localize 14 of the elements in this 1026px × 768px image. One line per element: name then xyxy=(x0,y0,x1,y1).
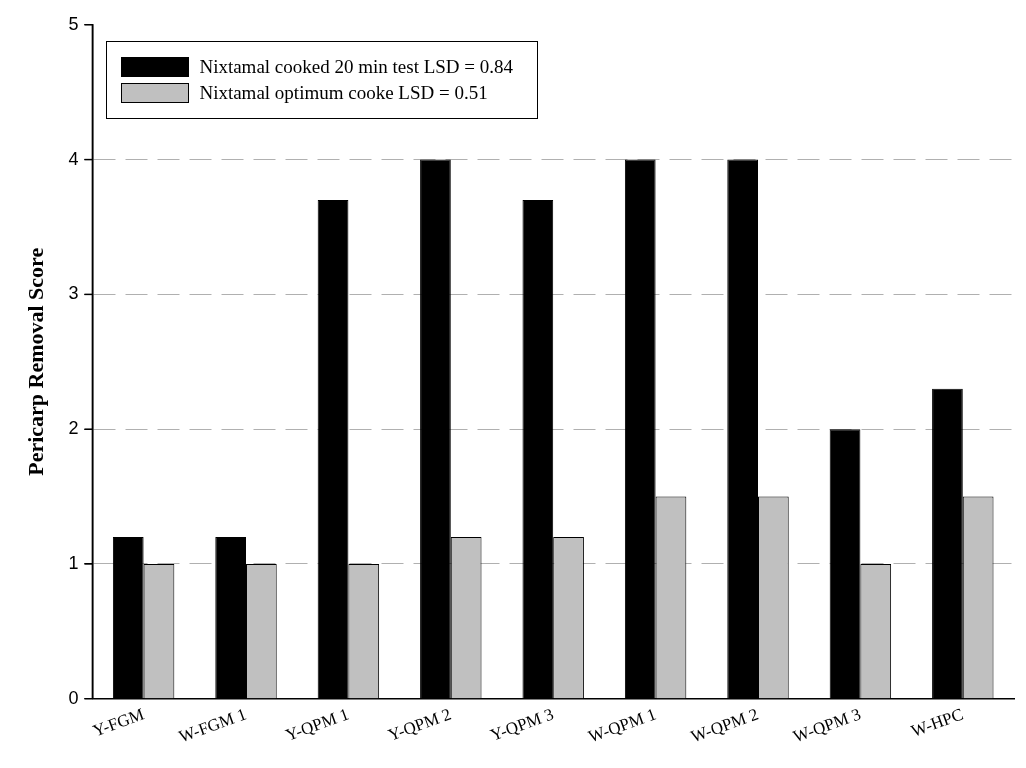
y-tick-label: 5 xyxy=(68,13,79,34)
x-tick-label: Y-QPM 1 xyxy=(283,704,352,745)
y-tick-label: 3 xyxy=(68,283,79,304)
x-tick-label: W-HPC xyxy=(908,704,966,741)
legend-label: Nixtamal optimum cooke LSD = 0.51 xyxy=(199,81,488,104)
x-tick-label: Y-QPM 2 xyxy=(385,704,454,745)
y-tick-label: 0 xyxy=(68,687,79,708)
y-tick-label: 2 xyxy=(68,418,79,439)
y-tick-label: 1 xyxy=(68,552,79,573)
y-tick-label: 4 xyxy=(68,148,79,169)
x-tick-label: Y-QPM 3 xyxy=(487,704,557,745)
y-axis-title: Pericarp Removal Score xyxy=(22,247,48,476)
x-tick-label: Y-FGM xyxy=(90,704,147,741)
legend-label: Nixtamal cooked 20 min test LSD = 0.84 xyxy=(199,55,514,78)
